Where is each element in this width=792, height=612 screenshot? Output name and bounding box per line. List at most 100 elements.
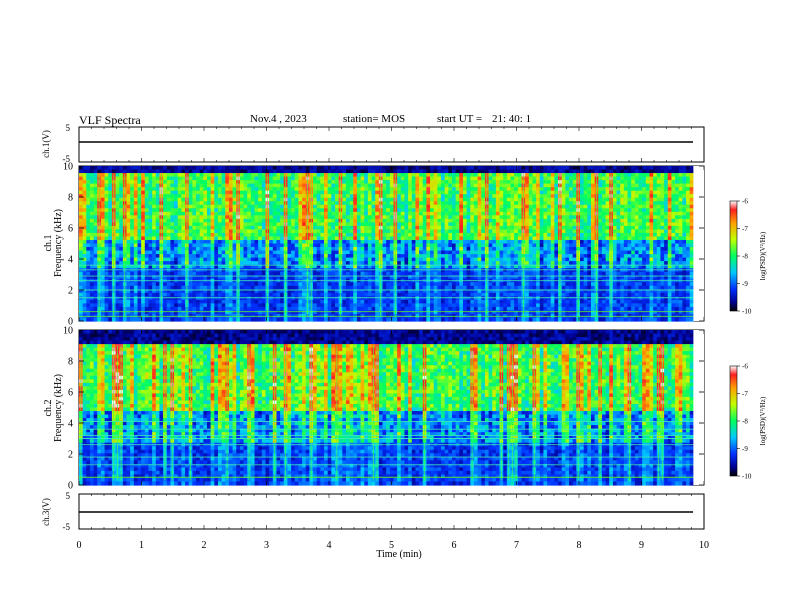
ch1-spectrogram-cell [144, 180, 150, 185]
ch1-spectrogram-cell [349, 180, 354, 185]
ch1-spectrogram-cell [481, 296, 486, 301]
ch1-spectrogram-cell [89, 306, 95, 312]
ch1-spectrogram-cell [430, 310, 435, 315]
ch1-spectrogram-cell [419, 183, 424, 188]
ch1-spectrogram-cell [148, 187, 153, 192]
ch1-spectrogram-cell [419, 264, 424, 269]
ch1-spectrogram-cell [477, 176, 482, 181]
ch1-spectrogram-cell [221, 232, 226, 238]
ch1-spectrogram-cell [137, 285, 142, 290]
ch1-spectrogram-cell [364, 225, 369, 231]
ch1-spectrogram-cell [100, 222, 106, 227]
ch1-spectrogram-cell [228, 201, 234, 206]
ch1-spectrogram-cell [141, 183, 146, 188]
ch1-spectrogram-cell [320, 173, 325, 178]
ch1-spectrogram-cell [243, 222, 248, 227]
ch1-spectrogram-cell [353, 257, 358, 262]
ch1-spectrogram-cell [221, 211, 226, 216]
ch1-spectrogram-cell [210, 229, 215, 234]
ch1-spectrogram-cell [389, 282, 395, 287]
ch1-spectrogram-cell [141, 264, 146, 269]
ch1-spectrogram-cell [148, 239, 153, 245]
ch1-spectrogram-cell [214, 225, 219, 231]
ch1-spectrogram-cell [426, 176, 431, 181]
ch1-spectrogram-cell [345, 187, 351, 192]
ch1-spectrogram-cell [452, 285, 457, 290]
ch1-spectrogram-cell [342, 303, 347, 308]
ch1-spectrogram-cell [192, 190, 197, 195]
ch1-spectrogram-cell [199, 232, 204, 238]
ch1-spectrogram-cell [82, 275, 87, 280]
ch1-spectrogram-cell [119, 180, 124, 185]
ch1-spectrogram-cell [356, 236, 362, 241]
ch1-spectrogram-cell [232, 183, 237, 188]
ch1-spectrogram-cell [196, 247, 201, 252]
ch1-spectrogram-cell [331, 306, 336, 312]
ch1-spectrogram-cell [119, 264, 124, 269]
ch1-spectrogram-cell [327, 285, 332, 290]
ch1-spectrogram-cell [247, 190, 252, 195]
ch1-spectrogram-cell [188, 218, 193, 223]
ch1-spectrogram-cell [353, 299, 358, 304]
ch1-spectrogram-cell [364, 208, 369, 213]
ch1-spectrogram-cell [462, 275, 468, 280]
ch1-spectrogram-cell [408, 243, 413, 248]
ch1-spectrogram-cell [448, 275, 453, 280]
ch1-spectrogram-cell [100, 275, 106, 280]
ch1-spectrogram-cell [360, 282, 365, 287]
ch1-spectrogram-cell [316, 208, 321, 213]
ch1-spectrogram-cell [280, 254, 285, 259]
ch1-spectrogram-cell [291, 204, 296, 209]
ch1-spectrogram-cell [371, 254, 376, 259]
ch1-spectrogram-cell [433, 215, 438, 220]
ch1-spectrogram-cell [82, 236, 87, 241]
ch1-spectrogram-cell [203, 306, 208, 312]
ch1-spectrogram-cell [137, 282, 142, 287]
ch1-spectrogram-cell [302, 173, 307, 178]
ch1-spectrogram-cell [444, 306, 449, 312]
ch1-spectrogram-cell [210, 225, 215, 231]
ch1-spectrogram-cell [126, 243, 131, 248]
ch1-spectrogram-cell [130, 257, 135, 262]
ch1-spectrogram-cell [320, 261, 325, 266]
ch1-spectrogram-cell [393, 169, 398, 174]
ch1-spectrogram-cell [199, 239, 204, 245]
ch1-spectrogram-cell [470, 306, 475, 312]
ch1-spectrogram-cell [404, 247, 409, 252]
ch1-spectrogram-cell [269, 204, 274, 209]
ch1-spectrogram-cell [455, 225, 460, 231]
ch1-spectrogram-cell [444, 208, 449, 213]
ch1-spectrogram-cell [353, 275, 358, 280]
ch1-spectrogram-cell [217, 173, 223, 178]
ch1-spectrogram-cell [360, 285, 365, 290]
ch1-spectrogram-cell [342, 261, 347, 266]
ch1-spectrogram-cell [254, 275, 259, 280]
ch1-spectrogram-cell [320, 187, 325, 192]
ch1-spectrogram-cell [327, 271, 332, 276]
ch1-spectrogram-cell [254, 204, 259, 209]
ch1-spectrogram-cell [408, 285, 413, 290]
ch1-spectrogram-cell [291, 229, 296, 234]
ch1-spectrogram-cell [327, 225, 332, 231]
ch1-spectrogram-cell [254, 169, 259, 174]
ch1-spectrogram-cell [203, 236, 208, 241]
ch1-spectrogram-cell [89, 204, 95, 209]
ch1-spectrogram-cell [115, 166, 120, 171]
ch1-spectrogram-cell [155, 176, 161, 181]
ch1-spectrogram-cell [375, 211, 380, 216]
ch1-spectrogram-cell [481, 254, 486, 259]
ch1-spectrogram-cell [243, 257, 248, 262]
ch1-spectrogram-cell [203, 247, 208, 252]
ch1-spectrogram-cell [320, 285, 325, 290]
ch1-spectrogram-cell [356, 194, 362, 199]
ch1-spectrogram-cell [214, 296, 219, 301]
ch1-spectrogram-cell [408, 310, 413, 315]
ch1-spectrogram-cell [214, 254, 219, 259]
ch1-spectrogram-cell [386, 169, 391, 174]
ch1-spectrogram-cell [331, 211, 336, 216]
ch1-spectrogram-cell [320, 201, 325, 206]
ch1-spectrogram-cell [360, 194, 365, 199]
ch1-spectrogram-cell [364, 296, 369, 301]
ch1-spectrogram-cell [320, 176, 325, 181]
ch1-spectrogram-cell [210, 222, 215, 227]
